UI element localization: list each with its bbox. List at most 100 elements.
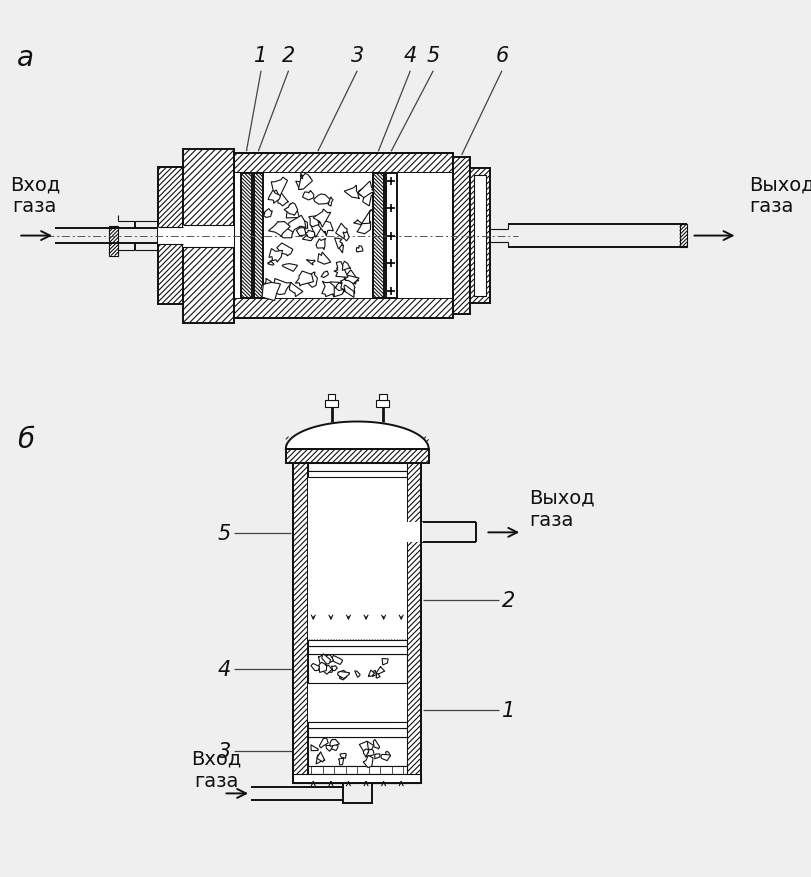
Polygon shape xyxy=(340,753,346,759)
Bar xyxy=(385,174,396,298)
Bar xyxy=(379,395,386,401)
Polygon shape xyxy=(338,759,343,765)
Polygon shape xyxy=(316,220,333,237)
Polygon shape xyxy=(268,261,273,266)
Polygon shape xyxy=(358,188,368,196)
Polygon shape xyxy=(277,244,293,257)
Text: a: a xyxy=(17,44,34,72)
Bar xyxy=(241,174,251,298)
Polygon shape xyxy=(337,672,349,679)
Polygon shape xyxy=(372,671,375,677)
Polygon shape xyxy=(321,654,330,664)
Polygon shape xyxy=(329,282,345,297)
Polygon shape xyxy=(319,738,328,748)
Polygon shape xyxy=(333,262,348,278)
Bar xyxy=(293,463,307,783)
Polygon shape xyxy=(319,662,326,673)
Polygon shape xyxy=(333,284,345,296)
Bar xyxy=(307,766,406,774)
Bar xyxy=(307,722,406,729)
Bar xyxy=(470,168,490,304)
Bar xyxy=(253,174,263,298)
Bar xyxy=(376,401,388,408)
Polygon shape xyxy=(311,664,319,671)
Text: Вход
газа: Вход газа xyxy=(191,749,241,790)
Bar xyxy=(307,737,406,766)
Text: 6: 6 xyxy=(495,46,508,66)
Polygon shape xyxy=(316,752,324,762)
Bar xyxy=(263,174,372,298)
Polygon shape xyxy=(344,186,358,200)
Bar xyxy=(285,450,428,463)
Polygon shape xyxy=(381,659,388,665)
Polygon shape xyxy=(317,253,330,265)
Text: 4: 4 xyxy=(403,46,417,66)
Polygon shape xyxy=(339,673,346,680)
Polygon shape xyxy=(363,756,372,767)
Polygon shape xyxy=(315,754,323,764)
Polygon shape xyxy=(313,210,330,228)
Polygon shape xyxy=(373,739,380,749)
Polygon shape xyxy=(356,246,363,253)
Polygon shape xyxy=(344,270,358,285)
Polygon shape xyxy=(331,656,342,665)
Bar xyxy=(307,729,406,737)
Text: 3: 3 xyxy=(350,46,363,66)
Bar xyxy=(109,227,118,256)
Bar xyxy=(293,774,421,783)
Polygon shape xyxy=(354,671,359,677)
Polygon shape xyxy=(281,264,298,272)
Bar xyxy=(234,298,453,318)
Polygon shape xyxy=(342,232,349,242)
Polygon shape xyxy=(335,224,346,239)
Polygon shape xyxy=(311,745,318,751)
Polygon shape xyxy=(295,176,310,190)
Polygon shape xyxy=(298,175,312,190)
Bar xyxy=(328,395,335,401)
Polygon shape xyxy=(285,422,428,450)
Polygon shape xyxy=(375,667,384,674)
Polygon shape xyxy=(364,742,373,750)
Bar xyxy=(406,463,421,783)
Text: Выход
газа: Выход газа xyxy=(529,488,594,529)
Polygon shape xyxy=(264,210,272,218)
Polygon shape xyxy=(272,279,291,296)
Polygon shape xyxy=(296,228,306,237)
Polygon shape xyxy=(318,655,328,667)
Polygon shape xyxy=(328,197,333,207)
Polygon shape xyxy=(357,219,370,234)
Bar xyxy=(234,154,453,318)
Polygon shape xyxy=(268,191,280,204)
Bar xyxy=(234,174,453,298)
Polygon shape xyxy=(289,283,303,297)
Polygon shape xyxy=(331,666,337,671)
Polygon shape xyxy=(271,178,287,198)
Polygon shape xyxy=(264,279,273,289)
Bar xyxy=(372,174,384,298)
Polygon shape xyxy=(368,670,374,677)
Bar xyxy=(157,168,183,305)
Bar xyxy=(307,646,406,654)
Polygon shape xyxy=(334,283,344,291)
Polygon shape xyxy=(358,182,374,198)
Bar xyxy=(406,523,423,543)
Polygon shape xyxy=(334,239,342,249)
Text: б: б xyxy=(17,425,34,453)
Polygon shape xyxy=(302,235,313,241)
Polygon shape xyxy=(330,745,337,751)
Polygon shape xyxy=(329,739,339,746)
Text: 4: 4 xyxy=(217,660,231,679)
Text: 5: 5 xyxy=(426,46,440,66)
Polygon shape xyxy=(308,217,319,227)
Polygon shape xyxy=(375,673,380,678)
Polygon shape xyxy=(339,246,343,253)
Text: 3: 3 xyxy=(217,741,231,761)
Polygon shape xyxy=(284,203,298,217)
Polygon shape xyxy=(363,749,368,757)
Polygon shape xyxy=(325,745,333,752)
Bar xyxy=(293,463,421,783)
Polygon shape xyxy=(340,279,354,295)
Polygon shape xyxy=(280,225,293,239)
Polygon shape xyxy=(313,195,330,205)
Text: 2: 2 xyxy=(501,590,514,610)
